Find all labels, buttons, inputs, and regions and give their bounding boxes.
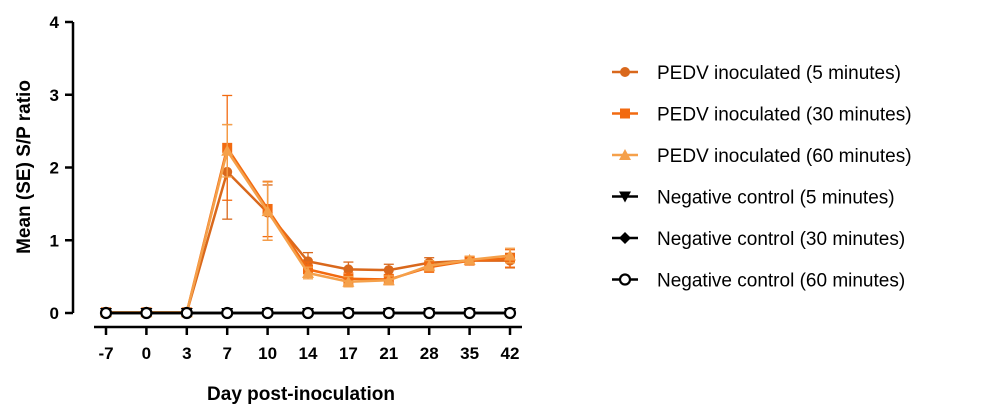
legend-label: PEDV inoculated (60 minutes) — [657, 146, 912, 167]
y-tick-label: 3 — [50, 86, 59, 105]
data-point — [261, 205, 274, 217]
x-tick-label: 17 — [339, 344, 358, 363]
data-point — [99, 306, 113, 320]
x-tick-label: 10 — [258, 344, 277, 363]
data-point — [383, 265, 394, 276]
legend-marker — [620, 67, 630, 77]
legend-marker — [619, 191, 631, 203]
legend-item: PEDV inoculated (5 minutes) — [612, 63, 901, 84]
data-point — [503, 306, 517, 320]
x-tick-label: -7 — [98, 344, 113, 363]
legend-item: Negative control (60 minutes) — [612, 271, 905, 292]
y-tick-label: 0 — [50, 304, 59, 323]
legend-label: Negative control (30 minutes) — [657, 229, 905, 250]
legend-item: Negative control (30 minutes) — [612, 229, 905, 250]
data-point — [382, 274, 395, 286]
data-point — [463, 253, 476, 265]
data-point — [261, 306, 274, 320]
series-3 — [100, 123, 516, 318]
series-6 — [99, 306, 517, 320]
data-point — [423, 259, 436, 271]
legend-label: PEDV inoculated (5 minutes) — [657, 63, 901, 84]
x-tick-label: 21 — [379, 344, 398, 363]
data-point — [504, 249, 516, 261]
x-axis-title: Day post-inoculation — [207, 384, 395, 405]
series-2 — [101, 94, 515, 318]
legend-marker — [618, 273, 632, 286]
x-tick-label: 3 — [182, 344, 191, 363]
data-point — [140, 306, 153, 320]
legend-item: PEDV inoculated (60 minutes) — [612, 146, 912, 167]
series-line — [106, 144, 511, 314]
series-line — [106, 147, 511, 314]
data-point — [180, 306, 193, 320]
data-point — [382, 306, 395, 320]
legend-item: Negative control (5 minutes) — [612, 188, 895, 209]
x-tick-label: 28 — [420, 344, 439, 363]
legend-marker — [619, 232, 631, 244]
axes: 0 1 2 3 4 -7 0 3 7 10 14 17 21 28 35 42 — [50, 13, 522, 363]
legend: PEDV inoculated (5 minutes) PEDV inoculat… — [612, 63, 912, 292]
legend-label: PEDV inoculated (30 minutes) — [657, 105, 912, 126]
legend-marker — [619, 149, 631, 160]
series-1 — [101, 123, 515, 318]
data-point — [221, 144, 234, 156]
data-point — [342, 306, 355, 320]
legend-label: Negative control (5 minutes) — [657, 188, 895, 209]
y-axis-title: Mean (SE) S/P ratio — [14, 80, 35, 254]
series-line — [106, 169, 510, 314]
plot-area — [99, 94, 517, 320]
y-tick-label: 4 — [50, 13, 60, 32]
legend-item: PEDV inoculated (30 minutes) — [612, 105, 912, 126]
x-tick-label: 7 — [222, 344, 231, 363]
x-tick-label: 0 — [142, 344, 151, 363]
data-point — [463, 306, 476, 320]
x-tick-label: 14 — [299, 344, 318, 363]
data-point — [221, 306, 234, 320]
legend-label: Negative control (60 minutes) — [657, 271, 905, 292]
y-tick-label: 1 — [50, 231, 59, 250]
data-point — [423, 306, 436, 320]
legend-marker — [620, 108, 630, 119]
data-point — [301, 306, 315, 320]
x-tick-label: 42 — [501, 344, 520, 363]
data-point — [302, 266, 314, 278]
y-tick-label: 2 — [50, 159, 59, 178]
x-tick-label: 35 — [460, 344, 479, 363]
data-point — [343, 264, 354, 275]
data-point — [342, 275, 355, 287]
